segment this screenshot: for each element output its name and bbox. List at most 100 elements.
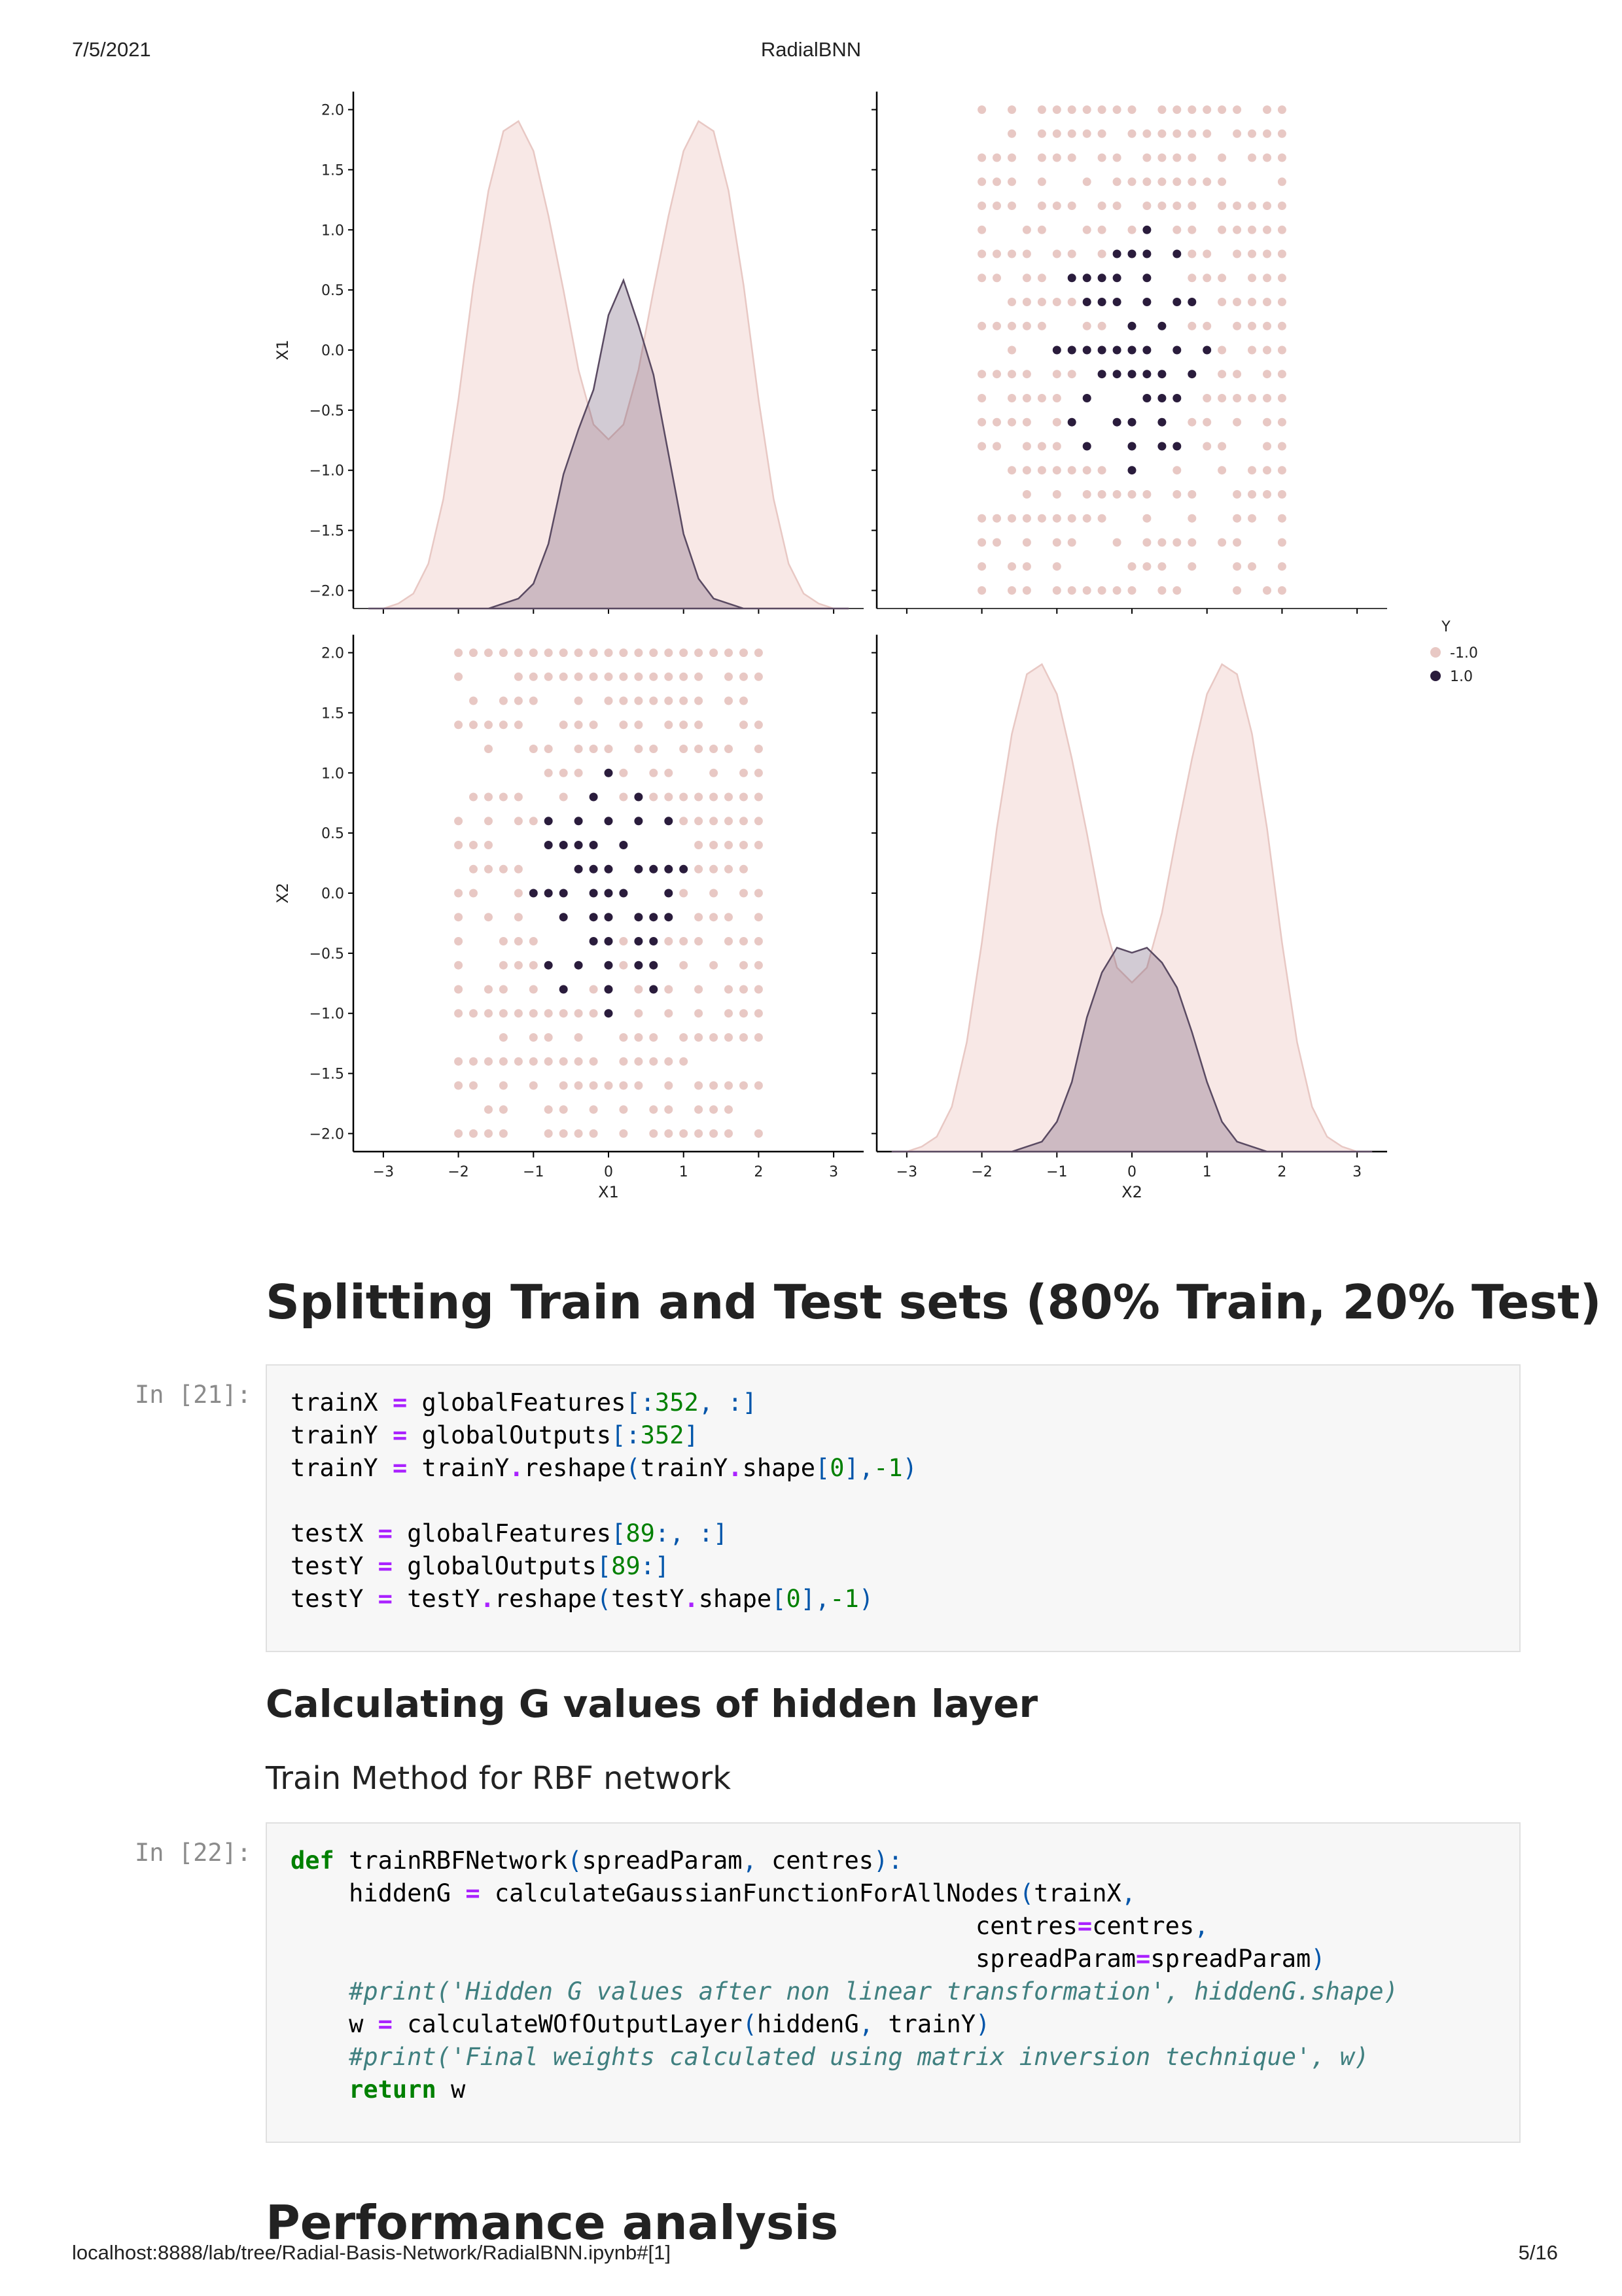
data-point-neg: [1233, 298, 1242, 306]
data-point-neg: [514, 889, 523, 898]
data-point-pos: [1097, 274, 1106, 283]
code-token: globalFeatures: [392, 1519, 612, 1547]
data-point-pos: [604, 768, 613, 777]
data-point-neg: [454, 817, 463, 826]
data-point-neg: [1277, 225, 1286, 234]
print-date: 7/5/2021: [72, 38, 151, 61]
data-point-neg: [1052, 586, 1061, 595]
data-point-neg: [679, 937, 688, 945]
data-point-neg: [469, 720, 478, 730]
data-point-neg: [1097, 129, 1106, 138]
data-point-neg: [604, 696, 613, 705]
data-point-neg: [1157, 105, 1167, 115]
data-point-neg: [529, 1009, 538, 1018]
code-token: globalFeatures: [407, 1388, 626, 1417]
data-point-pos: [1142, 370, 1152, 379]
data-point-neg: [559, 648, 568, 658]
data-point-neg: [1233, 202, 1242, 210]
data-point-neg: [739, 1009, 748, 1018]
code-token: testY: [291, 1585, 378, 1613]
code-token: ): [1311, 1945, 1326, 1973]
data-point-neg: [634, 985, 643, 994]
y-tick-label: 1.0: [321, 222, 344, 239]
data-point-neg: [739, 792, 748, 802]
code-token: [: [815, 1454, 830, 1482]
data-point-neg: [544, 1033, 553, 1042]
code-cell-21[interactable]: trainX = globalFeatures[:352, :] trainY …: [266, 1364, 1521, 1652]
data-point-pos: [1127, 345, 1137, 355]
code-editor[interactable]: def trainRBFNetwork(spreadParam, centres…: [291, 1845, 1496, 2106]
code-token: hiddenG: [756, 2010, 859, 2038]
data-point-neg: [1172, 129, 1182, 138]
data-point-neg: [739, 720, 748, 730]
data-point-pos: [1082, 274, 1091, 283]
code-token: w: [436, 2075, 466, 2104]
data-point-pos: [604, 985, 613, 994]
code-token: ): [902, 1454, 917, 1482]
data-point-neg: [754, 841, 763, 849]
data-point-neg: [694, 1105, 703, 1114]
data-point-neg: [709, 1105, 718, 1114]
data-point-neg: [1263, 249, 1271, 258]
data-point-neg: [1142, 514, 1152, 523]
data-point-neg: [694, 841, 703, 849]
data-point-neg: [574, 696, 583, 705]
y-tick-label: 0.5: [321, 283, 344, 299]
data-point-neg: [1233, 417, 1242, 427]
data-point-neg: [1008, 466, 1016, 475]
data-point-neg: [664, 937, 673, 945]
data-point-neg: [1218, 225, 1227, 234]
data-point-neg: [739, 937, 748, 945]
data-point-neg: [1052, 105, 1061, 115]
data-point-neg: [694, 817, 703, 826]
data-point-neg: [1277, 249, 1286, 258]
data-point-neg: [993, 321, 1001, 330]
data-point-neg: [739, 648, 748, 658]
data-point-neg: [1172, 105, 1182, 115]
data-point-pos: [1172, 442, 1182, 451]
code-cell-22[interactable]: def trainRBFNetwork(spreadParam, centres…: [266, 1822, 1521, 2143]
data-point-pos: [1082, 442, 1091, 451]
data-point-neg: [529, 672, 538, 681]
code-token: #print('Hidden G values after non linear…: [349, 1977, 1398, 2005]
x-tick-label: −2: [971, 1164, 992, 1180]
data-point-neg: [1097, 586, 1106, 595]
data-point-neg: [739, 1081, 748, 1090]
data-point-pos: [529, 889, 538, 898]
data-point-neg: [709, 768, 718, 777]
data-point-neg: [649, 1033, 658, 1042]
code-token: =: [378, 1519, 393, 1547]
data-point-neg: [1277, 442, 1286, 451]
data-point-neg: [619, 961, 628, 970]
data-point-neg: [1127, 177, 1137, 186]
data-point-neg: [1233, 538, 1242, 547]
data-point-neg: [993, 249, 1001, 258]
code-editor[interactable]: trainX = globalFeatures[:352, :] trainY …: [291, 1386, 1496, 1616]
x-tick-label: 2: [754, 1164, 763, 1180]
data-point-neg: [1218, 394, 1227, 402]
data-point-neg: [454, 648, 463, 658]
data-point-neg: [454, 1009, 463, 1018]
code-token: testY: [291, 1552, 378, 1580]
data-point-pos: [1127, 249, 1137, 258]
data-point-neg: [1233, 394, 1242, 402]
data-point-neg: [499, 937, 508, 945]
code-token: =: [1136, 1945, 1151, 1973]
data-point-neg: [1157, 538, 1167, 547]
data-point-neg: [1218, 153, 1227, 162]
data-point-neg: [1067, 249, 1076, 258]
data-point-neg: [1082, 466, 1091, 475]
x-axis-label: X2: [1121, 1183, 1142, 1201]
data-point-neg: [694, 985, 703, 994]
data-point-neg: [694, 1129, 703, 1138]
data-point-neg: [1203, 129, 1212, 138]
data-point-neg: [574, 720, 583, 730]
data-point-neg: [1157, 562, 1167, 571]
data-point-neg: [589, 1009, 598, 1018]
code-token: (: [596, 1585, 612, 1613]
data-point-pos: [1112, 298, 1121, 306]
data-point-neg: [1233, 249, 1242, 258]
data-point-neg: [724, 937, 733, 945]
data-point-neg: [694, 672, 703, 681]
data-point-neg: [1157, 129, 1167, 138]
